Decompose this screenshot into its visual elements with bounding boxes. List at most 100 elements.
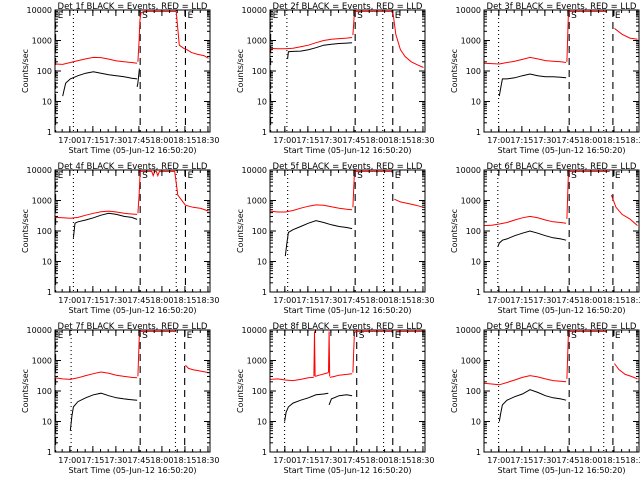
panel-title: Det 8f BLACK = Events, RED = LLD	[273, 322, 423, 332]
y-tick-label: 100	[466, 227, 481, 236]
marker-label: E	[615, 331, 621, 341]
x-tick-label: 17:45	[556, 136, 579, 145]
x-tick-label: 18:15	[602, 136, 625, 145]
y-tick-label: 1000	[247, 37, 267, 46]
lld-series-line	[328, 331, 331, 377]
x-tick-label: 18:15	[173, 456, 196, 465]
x-tick-label: 18:15	[388, 136, 411, 145]
x-tick-label: 18:00	[365, 456, 388, 465]
y-tick-label: 1	[262, 128, 267, 137]
x-tick-label: 18:30	[411, 296, 434, 305]
x-tick-label: 17:45	[127, 456, 150, 465]
events-series-line	[136, 68, 140, 88]
x-tick-label: 17:30	[319, 456, 342, 465]
panel-title: Det 1f BLACK = Events, RED = LLD	[58, 2, 208, 12]
y-tick-label: 10000	[242, 326, 267, 335]
panel-title: Det 5f BLACK = Events, RED = LLD	[273, 162, 423, 172]
x-tick-label: 17:15	[296, 136, 319, 145]
y-tick-label: 10	[42, 98, 52, 107]
y-tick-label: 100	[252, 227, 267, 236]
y-tick-label: 10000	[242, 166, 267, 175]
x-tick-label: 17:45	[127, 136, 150, 145]
x-tick-label: 17:30	[319, 136, 342, 145]
x-tick-label: 17:30	[533, 136, 556, 145]
y-tick-label: 1	[47, 288, 52, 297]
y-axis-label: Counts/sec	[236, 209, 245, 253]
y-axis-label: Counts/sec	[21, 369, 30, 413]
lld-series-line	[610, 194, 638, 226]
lld-series-line	[55, 371, 138, 380]
y-tick-label: 10000	[27, 166, 52, 175]
x-axis-label: Start Time (05-Jun-12 16:50:20)	[69, 466, 197, 475]
x-tick-label: 18:30	[625, 296, 640, 305]
y-tick-label: 1	[47, 448, 52, 457]
y-tick-label: 100	[252, 67, 267, 76]
x-tick-label: 18:15	[173, 296, 196, 305]
lld-series-line	[185, 364, 209, 374]
lld-series-line	[270, 37, 353, 50]
x-tick-label: 17:15	[296, 456, 319, 465]
y-tick-label: 1000	[32, 197, 52, 206]
marker-label: E	[395, 11, 401, 21]
marker-label: E	[58, 11, 64, 21]
y-tick-label: 10	[42, 418, 52, 427]
series-group	[484, 170, 638, 248]
x-axis-label: Start Time (05-Jun-12 16:50:20)	[284, 306, 412, 315]
x-tick-label: 18:00	[150, 296, 173, 305]
x-tick-label: 17:00	[273, 456, 296, 465]
x-tick-label: 18:15	[173, 136, 196, 145]
y-tick-label: 100	[37, 227, 52, 236]
lld-series-line	[484, 215, 567, 227]
y-tick-label: 1000	[247, 197, 267, 206]
y-tick-label: 10000	[27, 6, 52, 15]
events-series-line	[287, 42, 353, 59]
x-tick-label: 17:45	[127, 296, 150, 305]
x-axis-label: Start Time (05-Jun-12 16:50:20)	[69, 146, 197, 155]
events-series-line	[497, 230, 567, 248]
y-tick-label: 1000	[461, 37, 481, 46]
x-tick-label: 17:00	[273, 296, 296, 305]
x-tick-label: 17:30	[533, 296, 556, 305]
lld-series-line	[614, 28, 638, 40]
x-tick-label: 17:15	[510, 456, 533, 465]
x-tick-label: 18:00	[579, 296, 602, 305]
y-tick-label: 1000	[32, 37, 52, 46]
y-tick-label: 1	[476, 288, 481, 297]
lld-series-line	[270, 204, 353, 213]
x-tick-label: 17:30	[104, 136, 127, 145]
events-series-line	[328, 394, 353, 406]
lld-series-line	[315, 372, 329, 377]
x-tick-label: 17:00	[58, 456, 81, 465]
y-tick-label: 1000	[461, 197, 481, 206]
lld-series-line	[394, 198, 424, 208]
events-series-line	[69, 392, 138, 431]
lld-series-line	[175, 11, 209, 59]
marker-label: S	[357, 11, 363, 21]
marker-label: S	[142, 331, 148, 341]
y-axis-label: Counts/sec	[450, 209, 459, 253]
lld-series-line	[313, 331, 316, 377]
y-tick-label: 100	[466, 387, 481, 396]
x-tick-label: 18:00	[579, 456, 602, 465]
y-tick-label: 10	[257, 98, 267, 107]
x-tick-label: 18:15	[602, 296, 625, 305]
marker-label: S	[359, 331, 365, 341]
lld-series-line	[613, 363, 638, 380]
y-tick-label: 10000	[242, 6, 267, 15]
panel-title: Det 6f BLACK = Events, RED = LLD	[487, 162, 637, 172]
x-tick-label: 17:15	[81, 296, 104, 305]
lld-series-line	[270, 376, 314, 382]
y-axis-label: Counts/sec	[21, 209, 30, 253]
x-tick-label: 17:00	[58, 296, 81, 305]
series-group	[270, 10, 424, 68]
x-axis-label: Start Time (05-Jun-12 16:50:20)	[284, 466, 412, 475]
x-tick-label: 17:00	[58, 136, 81, 145]
y-tick-label: 10000	[456, 6, 481, 15]
x-tick-label: 17:30	[104, 456, 127, 465]
